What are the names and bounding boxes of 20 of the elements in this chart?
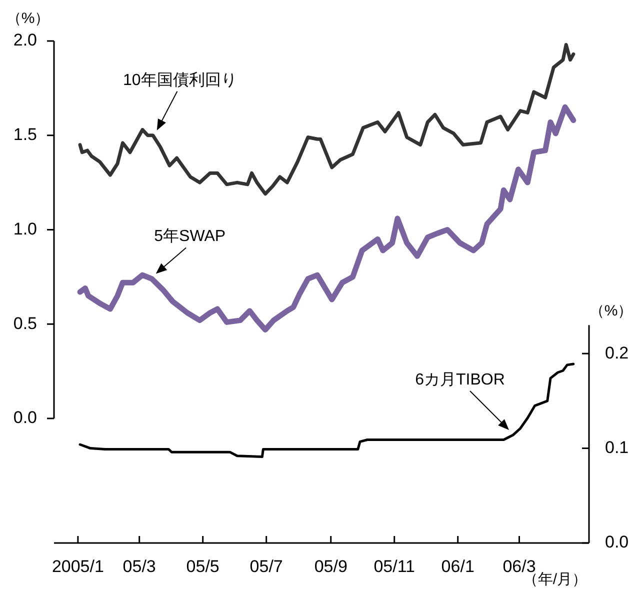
text: 5年SWAP (154, 228, 226, 246)
y-tick-label: 1.0 (13, 219, 37, 238)
y2-tick-label: 0.0 (605, 532, 629, 552)
x-tick-label: 06/1 (441, 556, 474, 576)
y-axis-title: （%） (6, 10, 50, 28)
y-tick-label: 0.5 (13, 314, 37, 333)
x-tick-label: 05/9 (314, 556, 348, 576)
x-tick-label: 05/5 (186, 556, 220, 576)
x-tick-label: 05/3 (122, 556, 156, 576)
y2-tick-label: 0.2 (605, 343, 629, 362)
text: 6カ月TIBOR (415, 371, 505, 388)
x-tick-label: 05/11 (374, 556, 415, 576)
y-tick-label: 1.5 (13, 125, 37, 144)
x-tick-label: 2005/1 (52, 556, 104, 576)
text: 10年国債利回り (122, 70, 237, 89)
y2-axis-title: （%） (589, 302, 633, 320)
y2-tick-label: 0.1 (605, 438, 629, 457)
y-tick-label: 0.0 (13, 408, 37, 428)
x-tick-label: 05/7 (250, 556, 283, 576)
y-tick-label: 2.0 (13, 30, 37, 50)
